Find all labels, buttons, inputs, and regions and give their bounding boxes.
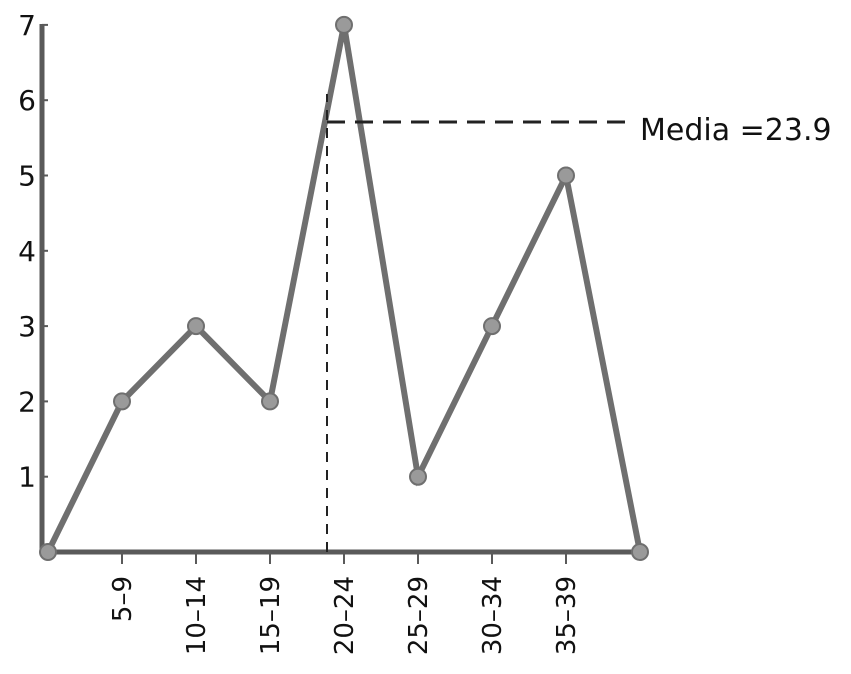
x-tick-label: 10–14 xyxy=(182,576,212,655)
data-point xyxy=(113,392,131,411)
data-point xyxy=(261,392,279,411)
y-tick-label: 1 xyxy=(18,461,36,494)
data-point xyxy=(483,317,501,336)
y-tick-label: 7 xyxy=(18,9,36,42)
data-point xyxy=(39,543,57,561)
y-tick-label: 5 xyxy=(18,160,36,193)
data-point xyxy=(335,15,353,34)
x-tick-label: 20–24 xyxy=(330,576,360,655)
x-tick-label: 15–19 xyxy=(256,576,286,655)
series-line xyxy=(45,24,643,554)
median-label: Media =23.9 xyxy=(640,113,832,148)
data-point xyxy=(557,166,575,185)
x-tick-label: 30–34 xyxy=(478,576,508,655)
y-tick-label: 4 xyxy=(18,235,36,268)
data-point xyxy=(409,467,427,486)
tick-labels: 1 2 3 4 5 6 7 5–9 10–14 15–19 20–24 25–29 30–34 35–39 xyxy=(18,9,582,655)
median-annotation: Media =23.9 xyxy=(640,113,832,148)
y-tick-label: 6 xyxy=(18,84,36,117)
data-point xyxy=(187,317,205,336)
data-point xyxy=(631,543,649,561)
x-tick-label: 5–9 xyxy=(108,576,138,622)
axes xyxy=(39,23,640,564)
x-tick-label: 25–29 xyxy=(404,576,434,655)
x-tick-label: 35–39 xyxy=(552,576,582,655)
y-tick-label: 3 xyxy=(18,310,36,343)
data-marks xyxy=(39,15,649,561)
y-tick-label: 2 xyxy=(18,385,36,418)
